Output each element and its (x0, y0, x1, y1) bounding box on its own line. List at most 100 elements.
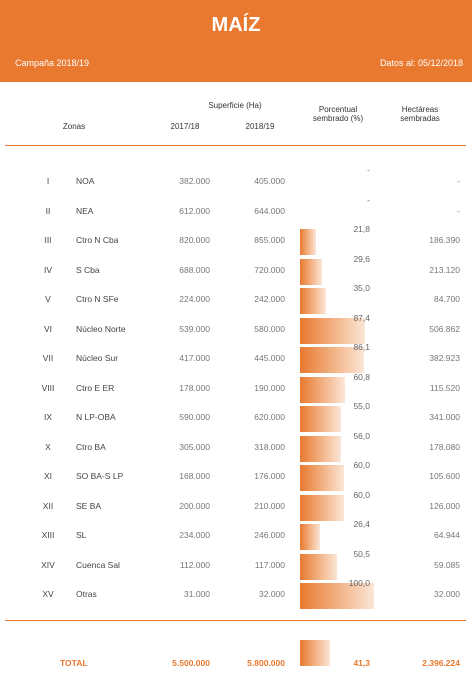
zone-number: VI (43, 323, 53, 334)
pct-sown: 29,6 (353, 253, 370, 264)
surface-2017-18: 178.000 (179, 382, 210, 393)
hectares-sown: 32.000 (434, 589, 460, 599)
table-row: V Ctro N SFe 224.000 242.000 84.700 35,0 (0, 283, 472, 314)
zonas-header: Zonas (62, 122, 86, 131)
hectares-sown: 506.862 (429, 323, 460, 334)
hectares-sown: 382.923 (429, 353, 460, 363)
pct-bar (300, 288, 326, 314)
campaign-label: Campaña 2018/19 (15, 58, 90, 68)
surface-2018-19: 190.000 (254, 382, 285, 393)
surface-2018-19: 855.000 (254, 235, 285, 245)
table-row: X Ctro BA 305.000 318.000 178.080 56,0 (0, 430, 472, 462)
zone-name: Ctro N Cba (76, 235, 119, 245)
table-row: XIII SL 234.000 246.000 64.944 26,4 (0, 519, 472, 550)
surface-2017-18: 31.000 (184, 589, 210, 599)
surface-2017-18: 612.000 (179, 205, 210, 216)
surface-2018-19: 580.000 (254, 323, 285, 334)
table-row: I NOA 382.000 405.000 - - (0, 165, 472, 193)
pct-sown: 56,0 (353, 430, 370, 441)
zone-number: XV (42, 589, 54, 599)
surface-2017-18: 417.000 (179, 353, 210, 363)
year-1-header: 2017/18 (170, 122, 200, 131)
zone-name: SE BA (76, 500, 102, 511)
zone-number: IV (43, 264, 53, 275)
zone-name: Ctro E ER (76, 382, 115, 393)
porcentual-header-line2: sembrado (%) (312, 114, 364, 123)
header-divider (5, 145, 466, 146)
superficie-header: Superficie (Ha) (208, 101, 262, 110)
surface-2017-18: 200.000 (179, 500, 210, 511)
zone-number: VIII (41, 382, 55, 393)
hectares-sown: 59.085 (434, 559, 460, 570)
zone-name: SO BA-S LP (76, 471, 124, 481)
zone-name: Cuenca Sal (76, 559, 120, 570)
pct-bar (300, 229, 317, 255)
pct-sown: - (367, 194, 370, 205)
surface-2018-19: 620.000 (254, 412, 285, 422)
zone-number: XIII (41, 530, 55, 540)
zone-name: Ctro N SFe (76, 294, 119, 304)
table-row: IV S Cba 688.000 720.000 213.120 29,6 (0, 253, 472, 285)
hectares-sown: 115.520 (429, 382, 460, 393)
hectareas-header: Hectáreas sembradas (385, 105, 455, 123)
zone-number: II (45, 205, 51, 216)
total-label: TOTAL (60, 658, 88, 668)
pct-sown: 87,4 (353, 312, 370, 323)
table-row: II NEA 612.000 644.000 - - (0, 194, 472, 223)
pct-bar (300, 435, 342, 462)
pct-bar (300, 524, 320, 550)
zone-number: XII (42, 500, 54, 511)
table-row: IX N LP-OBA 590.000 620.000 341.000 55,0 (0, 401, 472, 432)
pct-sown: 55,0 (353, 401, 370, 411)
table-row: VII Núcleo Sur 417.000 445.000 382.923 86,1 (0, 342, 472, 373)
surface-2017-18: 590.000 (179, 412, 210, 422)
zone-name: Núcleo Norte (76, 323, 126, 334)
pct-bar (300, 494, 345, 521)
surface-2018-19: 318.000 (254, 441, 285, 452)
surface-2017-18: 234.000 (179, 530, 210, 540)
zone-name: Núcleo Sur (76, 353, 119, 363)
hectares-sown: 186.390 (429, 235, 460, 245)
table-row: VI Núcleo Norte 539.000 580.000 506.862 87,4 (0, 312, 472, 344)
zone-name: Ctro BA (76, 441, 106, 452)
zone-number: I (46, 176, 50, 186)
pct-sown: 60,0 (353, 460, 370, 470)
surface-2018-19: 32.000 (259, 589, 285, 599)
table-row: VIII Ctro E ER 178.000 190.000 115.520 60,8 (0, 372, 472, 403)
pct-bar (300, 406, 341, 432)
surface-2017-18: 820.000 (179, 235, 210, 245)
zone-number: X (45, 441, 51, 452)
hectareas-header-line1: Hectáreas (401, 105, 439, 114)
zone-name: N LP-OBA (76, 412, 116, 422)
surface-2018-19: 117.000 (254, 559, 285, 570)
pct-bar (300, 583, 374, 609)
hectares-sown: 105.600 (429, 471, 460, 481)
total-pct-bar (300, 640, 330, 666)
zone-name: NOA (76, 176, 95, 186)
zone-number: XIV (41, 559, 55, 570)
table-row: XI SO BA-S LP 168.000 176.000 105.600 60,0 (0, 460, 472, 491)
surface-2018-19: 445.000 (254, 353, 285, 363)
porcentual-header-line1: Porcentual (318, 105, 358, 114)
surface-2017-18: 382.000 (179, 176, 210, 186)
data-date-label: Datos al: 05/12/2018 (379, 58, 463, 68)
hectares-sown: 84.700 (434, 294, 460, 304)
zone-number: III (44, 235, 52, 245)
table-row: XIV Cuenca Sal 112.000 117.000 59.085 50,5 (0, 549, 472, 580)
total-s1819: 5.800.000 (247, 658, 285, 668)
total-divider (5, 620, 466, 621)
zone-number: VII (42, 353, 54, 363)
pct-sown: - (367, 165, 370, 175)
surface-2017-18: 305.000 (179, 441, 210, 452)
pct-bar (300, 258, 322, 285)
pct-bar (300, 347, 364, 373)
table-row: XV Otras 31.000 32.000 32.000 100,0 (0, 578, 472, 609)
surface-2018-19: 405.000 (254, 176, 285, 186)
hectares-sown: 64.944 (434, 530, 460, 540)
hectares-sown: 126.000 (429, 500, 460, 511)
pct-bar (300, 317, 365, 344)
pct-sown: 100,0 (348, 578, 370, 588)
pct-sown: 21,8 (353, 224, 370, 234)
pct-bar (300, 465, 345, 491)
porcentual-header: Porcentual sembrado (%) (298, 105, 378, 123)
